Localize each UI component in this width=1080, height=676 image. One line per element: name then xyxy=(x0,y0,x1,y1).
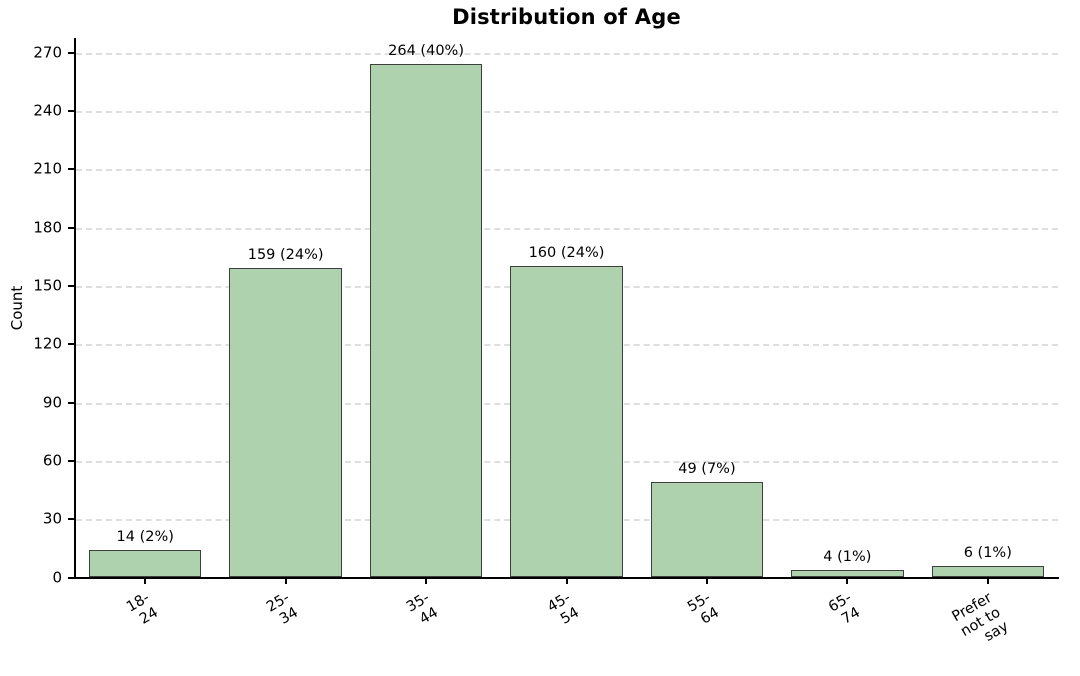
y-tick-mark xyxy=(68,459,74,462)
gridline-y-180 xyxy=(76,227,1058,230)
x-tick-mark xyxy=(705,579,708,584)
x-tick-mark xyxy=(565,579,568,584)
bar-value-label: 4 (1%) xyxy=(823,548,872,565)
bar-value-label: 49 (7%) xyxy=(678,461,736,478)
bar-value-label: 6 (1%) xyxy=(963,544,1012,561)
y-tick-label: 120 xyxy=(33,334,62,353)
bar-value-label: 264 (40%) xyxy=(388,43,464,60)
x-tick-mark xyxy=(284,579,287,584)
x-tick-mark xyxy=(846,579,849,584)
x-tick-label: 18-24 xyxy=(123,589,161,627)
y-tick-mark xyxy=(68,109,74,112)
x-tick-mark xyxy=(144,579,147,584)
y-tick-label: 0 xyxy=(52,568,62,587)
bar-65-74 xyxy=(791,569,904,578)
y-tick-label: 180 xyxy=(33,218,62,237)
bar-35-44 xyxy=(369,64,483,578)
x-tick-mark xyxy=(425,579,428,584)
y-tick-mark xyxy=(68,343,74,346)
gridline-y-210 xyxy=(76,169,1058,172)
y-tick-mark xyxy=(68,168,74,171)
x-tick-label: 65-74 xyxy=(825,589,863,627)
y-tick-mark xyxy=(68,284,74,287)
x-axis-line xyxy=(74,577,1059,579)
x-tick-label: 25-34 xyxy=(263,589,301,627)
bar-value-label: 160 (24%) xyxy=(528,245,605,262)
x-tick-label: 35-44 xyxy=(404,589,442,627)
x-tick-label: 45-54 xyxy=(544,589,582,627)
y-tick-mark xyxy=(68,576,74,579)
y-tick-label: 240 xyxy=(33,101,62,120)
y-tick-label: 210 xyxy=(33,159,62,178)
bar-Prefer-not-to-say xyxy=(931,565,1044,578)
y-axis-line xyxy=(74,38,76,578)
x-tick-mark xyxy=(986,579,989,584)
bar-value-label: 14 (2%) xyxy=(116,529,174,546)
chart-title: Distribution of Age xyxy=(452,5,681,29)
bar-55-64 xyxy=(650,482,764,578)
gridline-y-270 xyxy=(76,52,1058,55)
bar-25-34 xyxy=(229,268,342,578)
y-tick-label: 60 xyxy=(42,451,62,470)
bar-18-24 xyxy=(89,550,202,578)
y-tick-mark xyxy=(68,51,74,54)
x-tick-label: Prefer not to say xyxy=(949,589,1012,645)
x-tick-label: 55-64 xyxy=(685,589,723,627)
y-tick-mark xyxy=(68,226,74,229)
y-tick-label: 30 xyxy=(42,509,62,528)
y-tick-label: 150 xyxy=(33,276,62,295)
bar-value-label: 159 (24%) xyxy=(247,247,324,264)
y-tick-mark xyxy=(68,401,74,404)
y-tick-label: 270 xyxy=(33,43,62,62)
gridline-y-240 xyxy=(76,110,1058,113)
y-tick-label: 90 xyxy=(42,393,62,412)
y-tick-mark xyxy=(68,518,74,521)
bar-45-54 xyxy=(510,266,623,578)
